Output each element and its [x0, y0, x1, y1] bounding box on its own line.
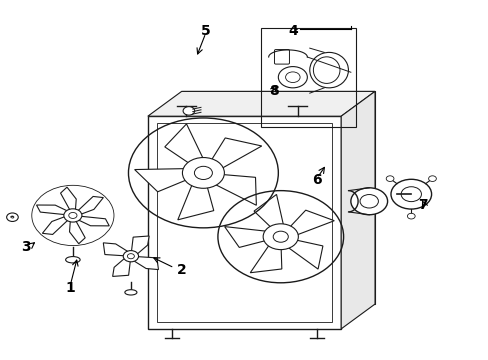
- Polygon shape: [147, 91, 374, 116]
- Polygon shape: [134, 168, 203, 192]
- Polygon shape: [61, 187, 76, 210]
- Circle shape: [407, 213, 414, 219]
- Polygon shape: [203, 138, 261, 173]
- Polygon shape: [78, 216, 109, 226]
- Circle shape: [7, 213, 18, 221]
- Circle shape: [428, 176, 435, 181]
- Circle shape: [123, 251, 138, 262]
- Polygon shape: [112, 258, 130, 276]
- Bar: [261, 28, 355, 127]
- Circle shape: [183, 107, 194, 115]
- Polygon shape: [134, 257, 158, 270]
- Ellipse shape: [65, 257, 80, 263]
- Text: 1: 1: [65, 281, 75, 295]
- Circle shape: [69, 212, 77, 219]
- Text: 7: 7: [418, 198, 427, 212]
- Polygon shape: [42, 216, 68, 234]
- Circle shape: [273, 231, 288, 242]
- Circle shape: [390, 179, 431, 209]
- Circle shape: [263, 224, 298, 249]
- Ellipse shape: [124, 290, 137, 295]
- Circle shape: [278, 67, 307, 88]
- Polygon shape: [164, 124, 204, 173]
- Polygon shape: [77, 197, 103, 215]
- Polygon shape: [280, 237, 322, 269]
- Polygon shape: [341, 91, 374, 329]
- FancyBboxPatch shape: [274, 50, 289, 64]
- Circle shape: [127, 254, 134, 259]
- Polygon shape: [37, 205, 68, 215]
- Polygon shape: [131, 236, 149, 254]
- Polygon shape: [103, 243, 128, 256]
- Polygon shape: [250, 237, 281, 273]
- Polygon shape: [147, 116, 341, 329]
- Circle shape: [350, 188, 387, 215]
- Circle shape: [194, 166, 212, 180]
- Polygon shape: [254, 194, 284, 237]
- Circle shape: [64, 209, 82, 222]
- Polygon shape: [178, 173, 213, 220]
- Text: 8: 8: [268, 84, 278, 98]
- Text: 2: 2: [177, 264, 186, 278]
- Text: 3: 3: [21, 240, 31, 255]
- Polygon shape: [203, 173, 256, 205]
- Polygon shape: [280, 210, 334, 237]
- Circle shape: [182, 158, 224, 188]
- Circle shape: [386, 176, 393, 181]
- Text: 4: 4: [287, 24, 297, 38]
- Polygon shape: [69, 220, 85, 244]
- Polygon shape: [224, 226, 280, 247]
- Text: 5: 5: [201, 24, 210, 38]
- Text: 6: 6: [311, 173, 321, 187]
